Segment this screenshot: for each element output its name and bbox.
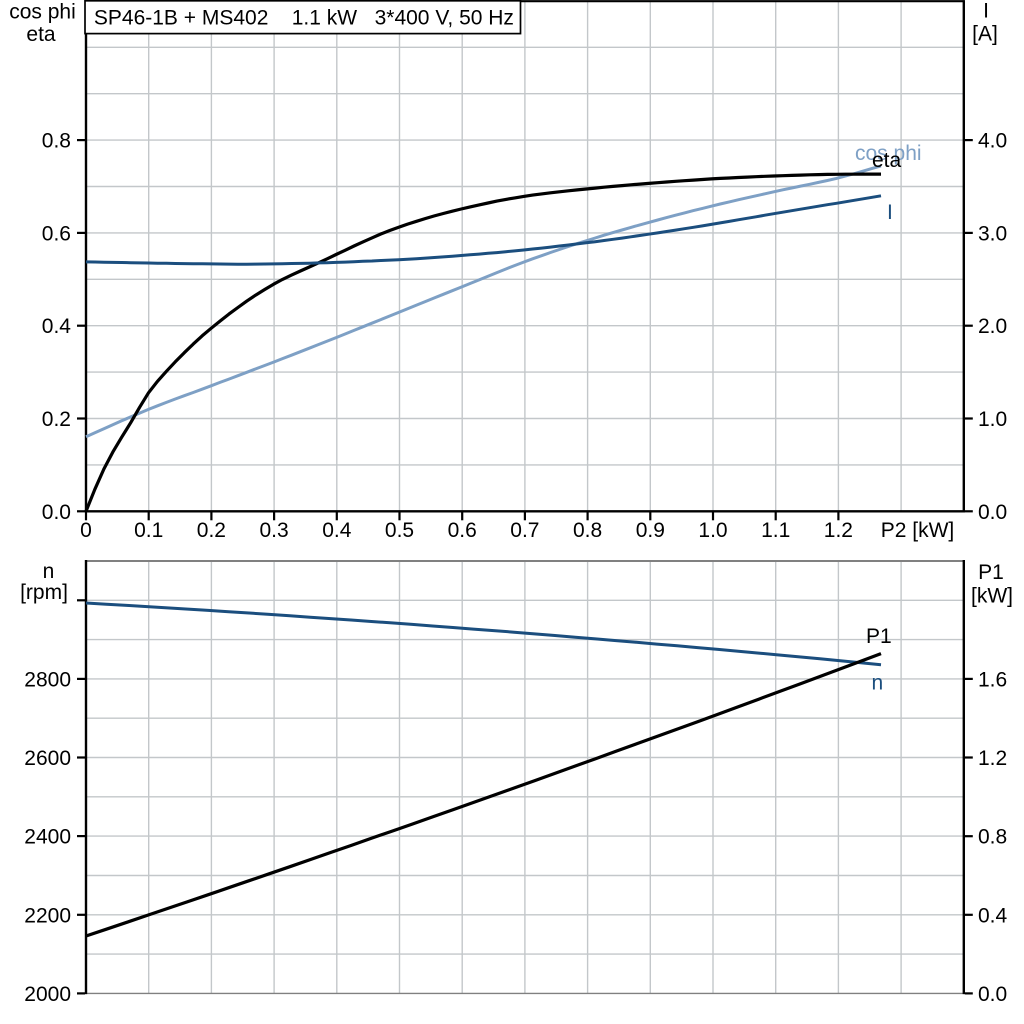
svg-text:0.4: 0.4 — [978, 904, 1008, 927]
svg-text:2400: 2400 — [24, 826, 71, 849]
svg-text:2600: 2600 — [24, 747, 71, 770]
svg-text:1.6: 1.6 — [978, 668, 1007, 691]
svg-text:0.2: 0.2 — [197, 519, 226, 542]
svg-text:0.9: 0.9 — [636, 519, 665, 542]
svg-text:0.6: 0.6 — [42, 222, 71, 245]
svg-text:0.6: 0.6 — [448, 519, 477, 542]
svg-text:0.2: 0.2 — [42, 408, 71, 431]
svg-text:0.0: 0.0 — [978, 501, 1007, 524]
svg-text:cos phi: cos phi — [9, 1, 76, 24]
svg-text:2.0: 2.0 — [978, 315, 1007, 338]
svg-text:0.4: 0.4 — [42, 315, 72, 338]
svg-text:[A]: [A] — [972, 23, 998, 46]
svg-text:0.0: 0.0 — [42, 501, 71, 524]
svg-text:3.0: 3.0 — [978, 222, 1007, 245]
svg-text:0.3: 0.3 — [259, 519, 288, 542]
svg-text:2000: 2000 — [24, 983, 71, 1006]
svg-text:1.2: 1.2 — [824, 519, 853, 542]
svg-text:2200: 2200 — [24, 904, 71, 927]
svg-text:0.8: 0.8 — [978, 826, 1007, 849]
svg-text:4.0: 4.0 — [978, 130, 1007, 153]
svg-text:P2 [kW]: P2 [kW] — [881, 519, 955, 542]
svg-text:I: I — [887, 201, 893, 224]
svg-text:[kW]: [kW] — [971, 585, 1013, 608]
svg-text:cos phi: cos phi — [855, 142, 922, 165]
svg-text:1.2: 1.2 — [978, 747, 1007, 770]
svg-text:0.8: 0.8 — [573, 519, 602, 542]
svg-text:1.0: 1.0 — [698, 519, 727, 542]
svg-text:I: I — [983, 0, 989, 23]
svg-text:n: n — [872, 672, 884, 695]
svg-text:P1: P1 — [978, 561, 1004, 584]
svg-text:SP46-1B + MS402 1.1 kW 3*: SP46-1B + MS402 1.1 kW 3*400 V, 50 Hz — [94, 7, 514, 30]
svg-text:[rpm]: [rpm] — [20, 581, 68, 604]
svg-text:0.8: 0.8 — [42, 130, 71, 153]
svg-text:eta: eta — [26, 23, 56, 46]
svg-text:2800: 2800 — [24, 668, 71, 691]
svg-text:n: n — [43, 560, 55, 583]
svg-text:1.0: 1.0 — [978, 408, 1007, 431]
svg-text:0.0: 0.0 — [978, 983, 1007, 1006]
svg-text:0.4: 0.4 — [322, 519, 352, 542]
svg-text:eta: eta — [872, 149, 902, 172]
svg-text:1.1: 1.1 — [761, 519, 790, 542]
svg-text:P1: P1 — [866, 625, 892, 648]
svg-text:0.5: 0.5 — [385, 519, 414, 542]
svg-text:0.7: 0.7 — [510, 519, 539, 542]
svg-text:0.1: 0.1 — [134, 519, 163, 542]
svg-text:0: 0 — [80, 519, 92, 542]
